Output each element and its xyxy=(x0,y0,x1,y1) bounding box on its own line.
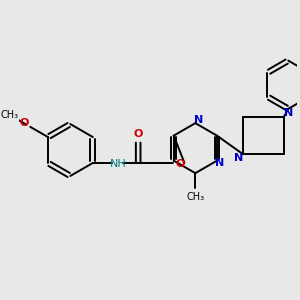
Text: NH: NH xyxy=(110,159,127,169)
Text: N: N xyxy=(194,116,203,125)
Text: N: N xyxy=(215,158,224,168)
Text: O: O xyxy=(19,118,28,128)
Text: O: O xyxy=(134,129,143,139)
Text: CH₃: CH₃ xyxy=(0,110,19,120)
Text: CH₃: CH₃ xyxy=(186,192,204,202)
Text: N: N xyxy=(284,108,293,118)
Text: N: N xyxy=(234,153,243,163)
Text: O: O xyxy=(175,159,184,169)
